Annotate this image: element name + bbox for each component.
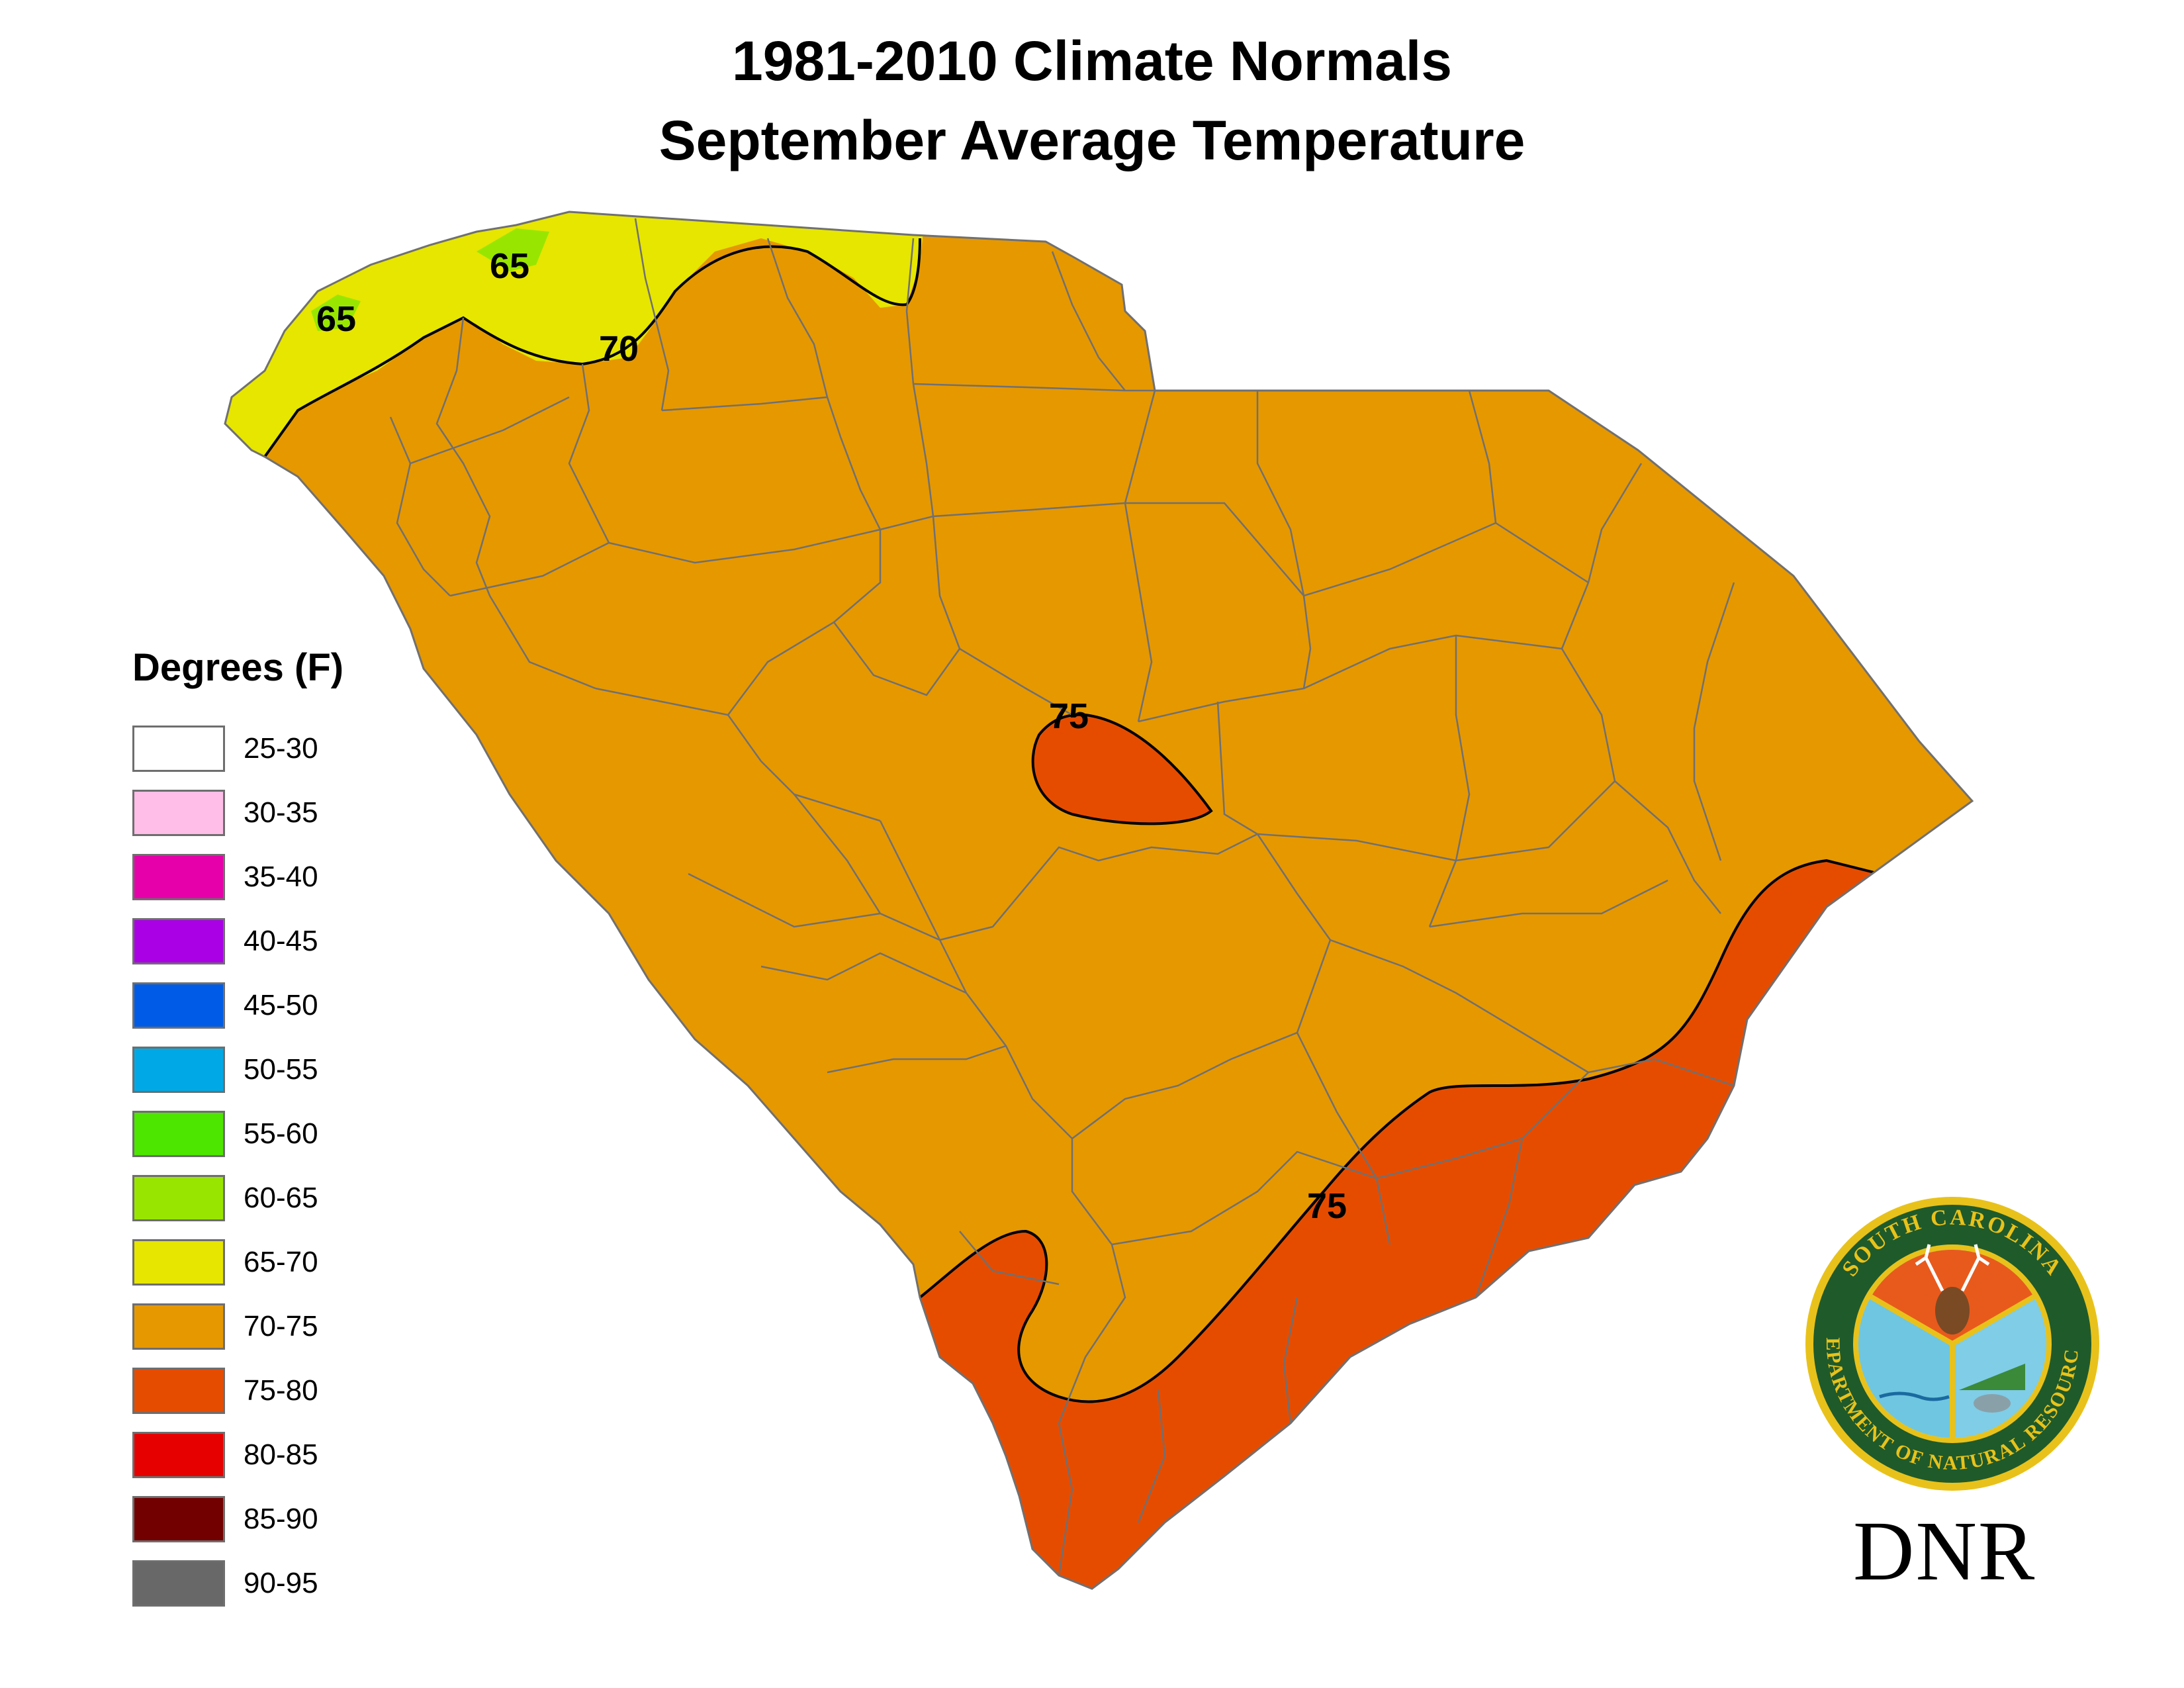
legend-item: 55-60 [132,1102,343,1166]
legend-label: 60-65 [244,1181,318,1214]
legend-label: 80-85 [244,1438,318,1471]
legend-item: 75-80 [132,1358,343,1423]
contour-label-65-north: 65 [490,246,529,286]
legend-label: 75-80 [244,1374,318,1407]
legend-swatch [132,982,225,1029]
legend-label: 50-55 [244,1053,318,1086]
legend-title: Degrees (F) [132,646,344,689]
legend-item: 40-45 [132,909,343,973]
legend-item: 70-75 [132,1294,343,1358]
legend-item: 90-95 [132,1551,343,1615]
legend-label: 30-35 [244,796,318,829]
legend-label: 45-50 [244,988,318,1021]
legend-swatch [132,1495,225,1542]
legend-swatch [132,725,225,772]
legend-item: 50-55 [132,1037,343,1102]
legend-item: 25-30 [132,716,343,780]
legend-label: 25-30 [244,731,318,765]
contour-label-65-west: 65 [316,299,356,339]
legend-swatch [132,1303,225,1350]
legend-swatch [132,1174,225,1221]
zone-75-80-central [1031,713,1213,825]
legend-item: 80-85 [132,1423,343,1487]
zone-60-65-north [477,228,549,271]
isotherm-70 [263,238,921,458]
state-outline [224,211,1974,1590]
legend-swatch [132,853,225,900]
legend-swatch [132,1431,225,1478]
dnr-logo-text: DNR [1853,1504,2036,1598]
legend-swatch [132,1110,225,1157]
legend-label: 40-45 [244,924,318,957]
zone-60-65-west [311,295,361,331]
county-boundaries [389,218,1735,1576]
legend: Degrees (F) 25-30 30-35 35-40 40-45 45-50 50-… [132,645,343,1615]
map-title-line1: 1981-2010 Climate Normals [732,30,1452,92]
legend-item: 65-70 [132,1230,343,1294]
map-title-line2: September Average Temperature [659,109,1525,171]
legend-swatch [132,1367,225,1414]
legend-label: 35-40 [244,860,318,893]
contour-label-75-coastal: 75 [1307,1186,1347,1226]
contour-label-75-central: 75 [1049,696,1089,736]
legend-item: 85-90 [132,1487,343,1551]
legend-label: 85-90 [244,1502,318,1535]
legend-item: 30-35 [132,780,343,845]
legend-swatch [132,1046,225,1093]
legend-swatch [132,789,225,836]
contour-label-70: 70 [599,329,639,369]
zone-65-70 [225,212,927,457]
legend-item: 60-65 [132,1166,343,1230]
legend-rows: 25-30 30-35 35-40 40-45 45-50 50-55 55-60 60-65… [132,716,343,1615]
legend-swatch [132,1560,225,1607]
legend-item: 45-50 [132,973,343,1037]
legend-item: 35-40 [132,845,343,909]
legend-swatch [132,917,225,964]
legend-label: 70-75 [244,1309,318,1342]
legend-label: 55-60 [244,1117,318,1150]
legend-swatch [132,1239,225,1286]
legend-label: 65-70 [244,1245,318,1278]
legend-label: 90-95 [244,1566,318,1599]
